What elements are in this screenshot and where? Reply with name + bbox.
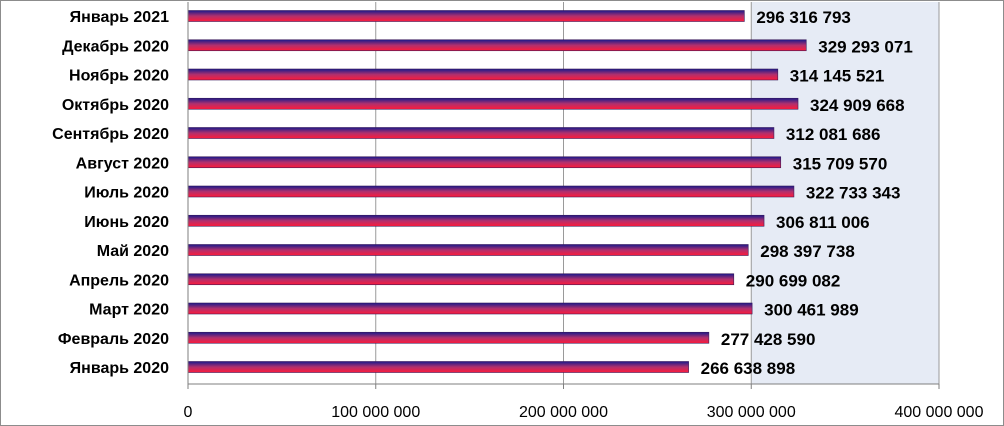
category-label: Январь 2021: [70, 9, 169, 26]
bar: [187, 68, 779, 81]
x-tick-label: 300 000 000: [707, 404, 796, 421]
data-label: 298 397 738: [760, 242, 855, 261]
category-label: Июль 2020: [84, 185, 169, 202]
category-label: Январь 2020: [70, 360, 169, 377]
bar: [187, 10, 745, 22]
data-label: 290 699 082: [746, 271, 841, 290]
category-label: Декабрь 2020: [62, 38, 169, 55]
x-tick-label: 200 000 000: [519, 404, 608, 421]
data-label: 314 145 521: [790, 67, 885, 86]
category-label: Август 2020: [76, 155, 169, 172]
category-label: Апрель 2020: [69, 272, 169, 289]
category-label: Сентябрь 2020: [52, 126, 169, 143]
data-label: 329 293 071: [818, 37, 913, 56]
data-label: 277 428 590: [721, 330, 816, 349]
bar: [187, 185, 795, 198]
category-label: Май 2020: [97, 243, 169, 260]
category-label: Ноябрь 2020: [69, 68, 169, 85]
bar: [187, 273, 735, 286]
x-tick-label: 100 000 000: [331, 404, 420, 421]
bar: [187, 302, 753, 315]
data-label: 300 461 989: [764, 301, 859, 320]
bar: [187, 156, 782, 169]
bar: [187, 214, 765, 227]
bar: [187, 39, 807, 52]
category-label: Октябрь 2020: [62, 97, 169, 114]
bar: [187, 244, 749, 256]
data-label: 324 909 668: [810, 96, 905, 115]
data-label: 322 733 343: [806, 184, 901, 203]
category-label: Июнь 2020: [84, 214, 169, 231]
category-label: Март 2020: [89, 302, 169, 319]
data-label: 266 638 898: [701, 359, 796, 378]
data-label: 296 316 793: [756, 8, 851, 27]
bar: [187, 127, 775, 139]
data-label: 306 811 006: [776, 213, 870, 232]
data-label: 312 081 686: [786, 125, 881, 144]
category-label: Февраль 2020: [58, 331, 169, 348]
bar: [187, 361, 689, 373]
x-tick-label: 0: [184, 404, 193, 421]
bar: [187, 331, 710, 344]
bar: [187, 97, 799, 110]
data-label: 315 709 570: [793, 154, 888, 173]
x-tick-label: 400 000 000: [895, 404, 984, 421]
